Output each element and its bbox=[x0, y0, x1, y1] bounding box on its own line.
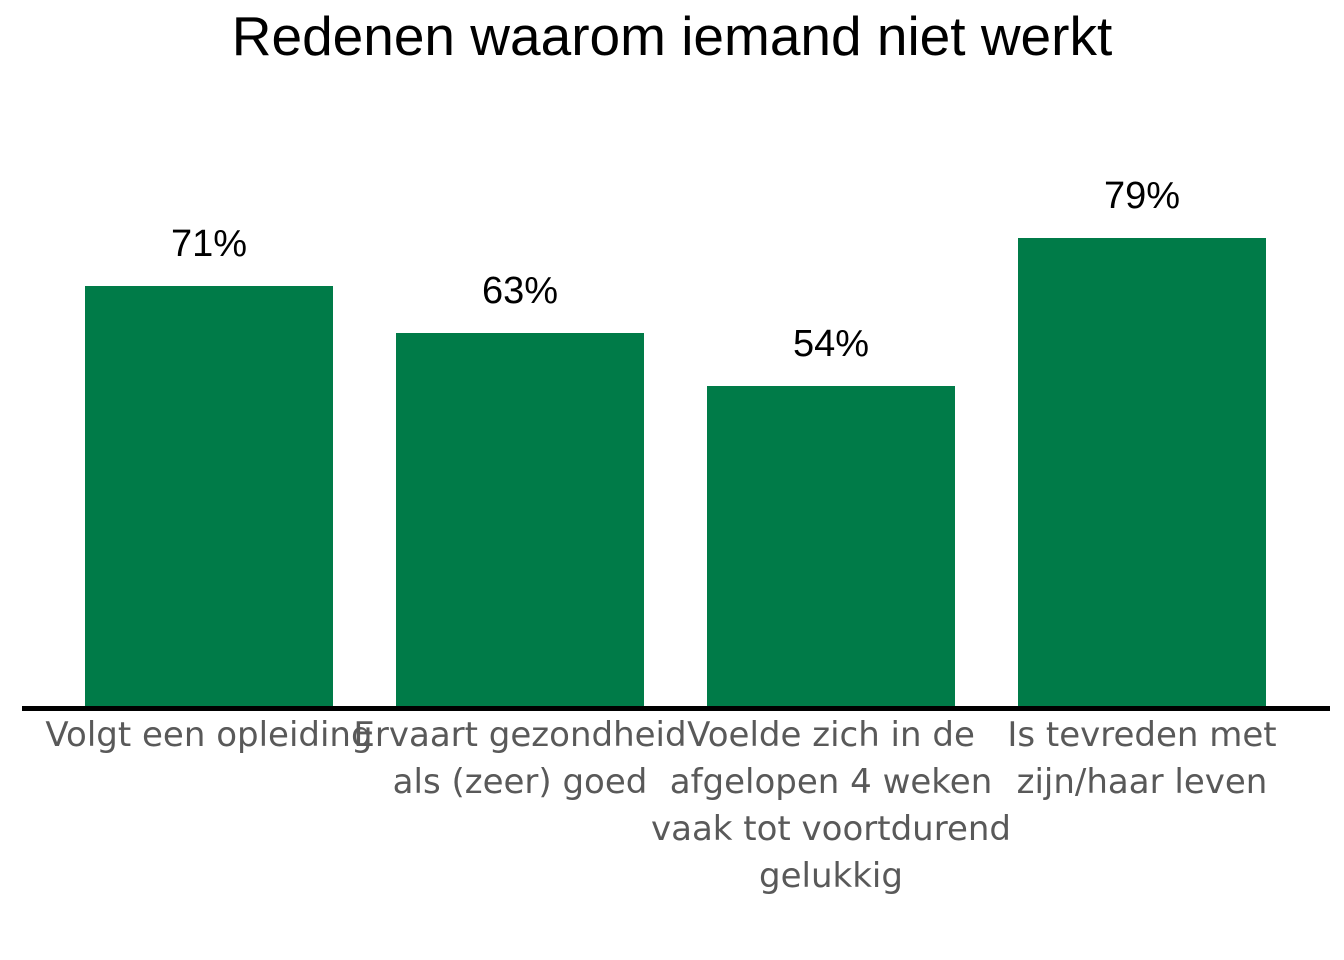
category-label: Ervaart gezondheid als (zeer) goed bbox=[353, 715, 687, 802]
category-label: Is tevreden met zijn/haar leven bbox=[1007, 715, 1277, 802]
bar bbox=[85, 286, 333, 706]
bar bbox=[396, 333, 644, 706]
chart-title: Redenen waarom iemand niet werkt bbox=[231, 5, 1113, 67]
bar bbox=[1018, 238, 1266, 706]
x-axis-line bbox=[22, 706, 1330, 711]
category-label: Voelde zich in de afgelopen 4 weken vaak… bbox=[650, 715, 1011, 896]
bar-group-voelde-zich-gelukkig: 54% Voelde zich in de afgelopen 4 weken … bbox=[651, 0, 1011, 960]
value-label: 79% bbox=[1103, 175, 1181, 217]
bar-group-volgt-een-opleiding: 71% Volgt een opleiding bbox=[45, 0, 372, 960]
category-label: Volgt een opleiding bbox=[45, 715, 373, 755]
bar-group-is-tevreden: 79% Is tevreden met zijn/haar leven bbox=[1007, 0, 1276, 960]
bar-group-ervaart-gezondheid: 63% Ervaart gezondheid als (zeer) goed bbox=[353, 0, 686, 960]
value-label: 63% bbox=[481, 270, 559, 312]
bar bbox=[707, 386, 955, 706]
value-label: 71% bbox=[170, 223, 248, 265]
value-label: 54% bbox=[792, 323, 870, 365]
